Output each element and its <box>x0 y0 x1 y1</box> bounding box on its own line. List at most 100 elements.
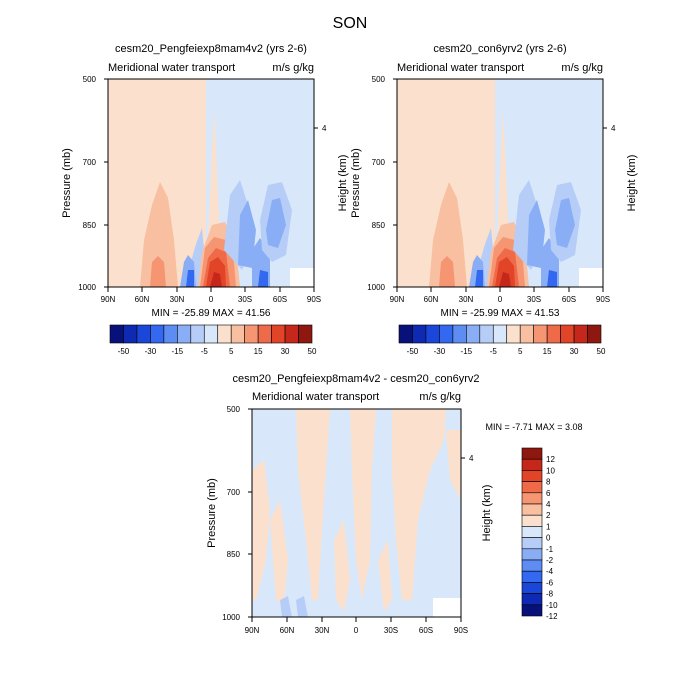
colorbar-label: 30 <box>570 347 579 356</box>
panel-exp-plot <box>107 78 315 288</box>
panel-ctrl-plot <box>396 78 604 288</box>
contour-region <box>378 540 392 612</box>
colorbar-swatch <box>257 324 272 344</box>
contour-region <box>350 409 376 600</box>
panel-exp-ylabel: Pressure (mb) <box>61 148 73 218</box>
colorbar-swatch <box>203 324 219 344</box>
y-tick-label: 1000 <box>367 283 385 292</box>
colorbar-exp: -50 -30 -15 -5 5 15 30 50 <box>109 324 317 356</box>
colorbar-swatch <box>109 324 124 344</box>
contour-region <box>280 596 292 617</box>
contour-region <box>555 198 575 248</box>
x-tick-label: 60S <box>273 295 287 304</box>
panel-ctrl-ylabel: Pressure (mb) <box>350 148 362 218</box>
colorbar-label: -15 <box>461 347 473 356</box>
x-tick-label: 30N <box>315 626 330 635</box>
y-tick-label: 1000 <box>78 283 96 292</box>
colorbar-label: 10 <box>546 466 555 475</box>
colorbar-swatch <box>123 324 138 344</box>
colorbar-label: -6 <box>546 578 554 587</box>
colorbar-swatch <box>521 570 543 583</box>
y-tick-label: 700 <box>83 158 97 167</box>
contour-region <box>296 596 308 617</box>
colorbar-label: -30 <box>145 347 157 356</box>
x-tick-label: 30S <box>384 626 398 635</box>
colorbar-swatch <box>521 470 543 482</box>
contour-region <box>140 182 178 287</box>
colorbar-swatch <box>521 526 543 538</box>
colorbar-swatch <box>398 324 413 344</box>
colorbar-swatch <box>521 481 543 494</box>
colorbar-label: -15 <box>172 347 184 356</box>
height-tick-label: 4 <box>322 124 327 133</box>
colorbar-label: -8 <box>546 590 554 599</box>
colorbar-label: -5 <box>490 347 498 356</box>
panel-ctrl-stats: MIN = -25.99 MAX = 41.53 <box>441 308 560 319</box>
colorbar-swatch <box>521 537 543 550</box>
contour-region <box>475 270 483 287</box>
colorbar-label: -1 <box>546 545 554 554</box>
x-tick-label: 60N <box>280 626 295 635</box>
contour-region <box>439 256 455 287</box>
colorbar-label: -5 <box>201 347 209 356</box>
panel-exp-stats: MIN = -25.89 MAX = 41.56 <box>152 308 271 319</box>
panel-exp-yticks: 500 700 850 1000 4 <box>78 75 327 292</box>
colorbar-swatch <box>521 447 543 460</box>
colorbar-label: 0 <box>546 534 551 543</box>
colorbar-label: -50 <box>118 347 130 356</box>
colorbar-label: 4 <box>546 500 551 509</box>
x-tick-label: 90S <box>454 626 468 635</box>
x-tick-label: 90N <box>390 295 405 304</box>
y-tick-label: 850 <box>83 221 97 230</box>
colorbar-ctrl: -50 -30 -15 -5 5 15 30 50 <box>398 324 606 356</box>
colorbar-swatch <box>439 324 454 344</box>
topography-mask <box>433 598 461 617</box>
panel-exp-units: m/s g/kg <box>272 62 314 74</box>
contour-region <box>429 182 467 287</box>
panel-exp-ylabel-right: Height (km) <box>337 155 349 212</box>
panel-diff-ylabel: Pressure (mb) <box>206 478 218 548</box>
x-tick-label: 90N <box>101 295 116 304</box>
panel-ctrl-left-label: Meridional water transport <box>397 62 524 74</box>
colorbar-label: 12 <box>546 455 555 464</box>
colorbar-swatch <box>546 324 561 344</box>
colorbar-swatch <box>190 324 205 344</box>
contour-region <box>186 270 194 287</box>
colorbar-swatch <box>560 324 575 344</box>
colorbar-label: 8 <box>546 478 551 487</box>
colorbar-label: -12 <box>546 612 558 621</box>
contour-region <box>258 270 268 287</box>
colorbar-label: 6 <box>546 489 551 498</box>
colorbar-swatch <box>521 582 543 594</box>
x-tick-label: 0 <box>209 295 214 304</box>
colorbar-swatch <box>150 324 165 344</box>
panel-exp-left-label: Meridional water transport <box>108 62 235 74</box>
colorbar-swatch <box>521 559 543 572</box>
contour-region <box>527 200 545 268</box>
y-tick-label: 850 <box>372 221 386 230</box>
colorbar-label: -2 <box>546 556 554 565</box>
figure-title: SON <box>333 15 368 32</box>
contour-region <box>266 198 286 248</box>
contour-region <box>497 110 509 240</box>
colorbar-label: 5 <box>518 347 523 356</box>
contour-region <box>150 256 166 287</box>
y-tick-label: 500 <box>83 75 97 84</box>
colorbar-swatch <box>425 324 440 344</box>
topography-mask <box>290 268 314 287</box>
contour-region <box>296 409 330 600</box>
panel-diff-ylabel-right: Height (km) <box>481 485 493 542</box>
contour-region <box>210 272 222 287</box>
colorbar-swatch <box>136 324 151 344</box>
colorbar-swatch <box>163 324 178 344</box>
panel-diff-plot <box>251 408 462 618</box>
contour-region <box>252 460 270 600</box>
colorbar-swatch <box>519 324 534 344</box>
x-tick-label: 60N <box>424 295 439 304</box>
colorbar-swatch <box>521 492 543 505</box>
y-tick-label: 500 <box>372 75 386 84</box>
contour-region <box>334 520 350 612</box>
x-tick-label: 30N <box>459 295 474 304</box>
height-tick-label: 4 <box>611 124 616 133</box>
